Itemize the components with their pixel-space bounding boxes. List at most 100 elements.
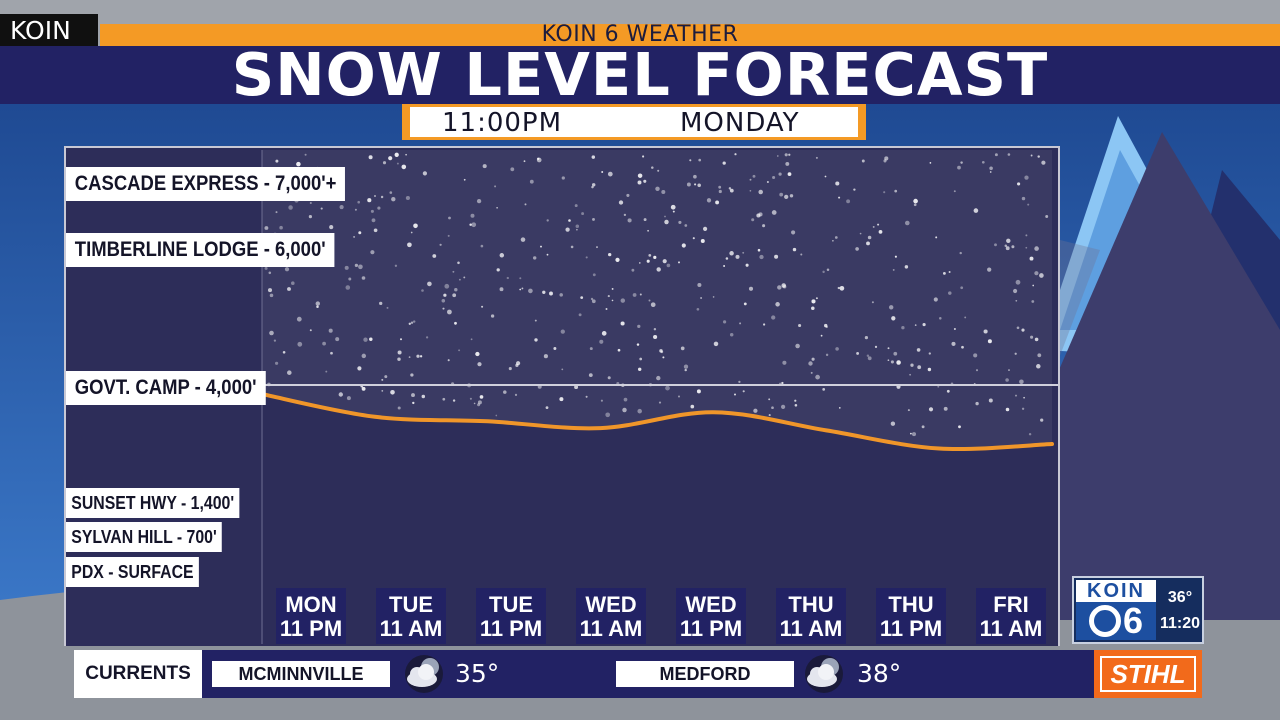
snowflake: [866, 354, 870, 357]
snowflake: [600, 399, 603, 402]
snowflake: [1021, 328, 1025, 332]
snowflake: [887, 347, 890, 350]
x-tick-thu-11am: THU 11 AM: [776, 588, 846, 644]
snowflake: [758, 189, 763, 195]
snowflake: [680, 346, 685, 351]
x-tick-day: WED: [585, 592, 637, 617]
snowflake: [322, 341, 326, 346]
snowflake: [752, 174, 756, 178]
snowflake: [596, 246, 598, 249]
snowflake: [407, 242, 412, 248]
snowflake: [454, 287, 458, 292]
snowflake: [648, 254, 652, 257]
snowflake: [264, 266, 268, 270]
snowflake: [442, 307, 445, 310]
snowflake: [588, 373, 593, 378]
snowflake: [665, 385, 670, 391]
snowflake: [519, 288, 522, 291]
snowflake: [973, 208, 979, 213]
snowflake: [405, 195, 410, 201]
snowflake: [661, 190, 666, 194]
timestamp-box: [410, 107, 858, 137]
snowflake: [989, 166, 993, 171]
snowflake: [781, 381, 784, 385]
x-tick-time: 11 AM: [779, 616, 843, 641]
x-tick-time: 11 AM: [579, 616, 643, 641]
snowflake: [987, 267, 992, 272]
snowflake: [839, 285, 845, 291]
snowflake: [496, 206, 498, 209]
snowflake: [738, 380, 741, 384]
snowflake: [477, 400, 482, 405]
x-tick-tue-11pm: TUE 11 PM: [476, 588, 546, 644]
snowflake: [499, 253, 505, 258]
logo-brand: KOIN: [1076, 580, 1156, 602]
snowflake: [811, 357, 815, 361]
subtitle: KOIN 6 WEATHER: [541, 22, 739, 47]
snowflake: [890, 360, 894, 364]
snowflake: [637, 173, 643, 178]
snowflake: [939, 317, 942, 320]
snowflake: [396, 162, 399, 165]
snowflake: [779, 192, 784, 197]
snowflake: [892, 268, 895, 271]
snowflake: [463, 276, 466, 279]
snowflake: [591, 155, 596, 159]
snowflake: [772, 175, 776, 180]
snowflake: [432, 254, 437, 258]
snowflake: [964, 316, 967, 319]
snowflake: [778, 172, 782, 176]
snowflake: [718, 189, 722, 194]
snowflake: [1016, 326, 1020, 330]
snowflake: [822, 270, 825, 274]
snowflake: [269, 293, 274, 298]
snowflake: [412, 401, 415, 405]
snowflake: [653, 327, 657, 331]
snowflake: [745, 263, 749, 267]
snowflake: [637, 367, 642, 372]
snowflake: [510, 167, 515, 172]
snowflake: [696, 389, 701, 394]
snowflake: [1039, 273, 1044, 278]
snowflake: [987, 339, 992, 344]
snowflake: [560, 329, 565, 334]
snowflake: [1034, 271, 1039, 276]
snowflake: [574, 204, 578, 208]
page-title: SNOW LEVEL FORECAST: [231, 40, 1049, 109]
snowflake: [670, 204, 676, 210]
snowflake: [611, 287, 614, 290]
snowflake: [457, 261, 460, 265]
snowflake: [458, 278, 461, 281]
snowflake: [692, 237, 695, 240]
snowflake: [683, 364, 689, 369]
snowflake: [795, 343, 800, 349]
snowflake: [523, 160, 526, 163]
snowflake: [496, 268, 500, 272]
snowflake: [374, 195, 376, 197]
logo-clock: 11:20: [1159, 615, 1201, 632]
snowflake: [288, 205, 293, 210]
snowflake: [639, 293, 642, 296]
snowflake: [443, 293, 447, 297]
x-tick-day: MON: [285, 592, 337, 617]
snowflake: [664, 215, 666, 218]
snowflake: [648, 299, 651, 302]
snowflake: [386, 306, 389, 309]
partly-cloudy-night-icon: [405, 655, 443, 693]
snowflake: [994, 153, 998, 157]
snowflake: [988, 398, 993, 403]
x-tick-tue-11am: TUE 11 AM: [376, 588, 446, 644]
snowflake: [601, 331, 607, 336]
snowflake: [339, 205, 344, 210]
snowflake: [494, 185, 497, 188]
snowflake: [1005, 407, 1010, 412]
snowflake: [546, 253, 549, 256]
snowflake: [444, 283, 450, 289]
snowflake: [581, 212, 585, 216]
snowflake: [601, 171, 604, 173]
snowflake: [781, 283, 786, 288]
snowflake: [357, 366, 362, 371]
snowflake: [623, 213, 627, 217]
snowflake: [458, 349, 461, 352]
snowflake: [561, 368, 564, 371]
